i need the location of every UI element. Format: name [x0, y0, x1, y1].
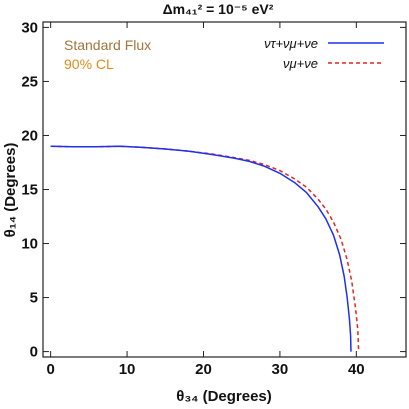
- series-line: [50, 145, 360, 352]
- x-tick-label: 20: [195, 361, 212, 378]
- y-tick-label: 30: [21, 19, 38, 36]
- y-tick-label: 15: [21, 182, 38, 199]
- x-axis-title: θ₃₄ (Degrees): [176, 388, 272, 405]
- chart-title: Δm₄₁² = 10⁻⁵ eV²: [163, 1, 274, 17]
- y-tick-label: 5: [30, 290, 38, 307]
- legend-label: ντ+νμ+νe: [264, 36, 318, 51]
- x-tick-label: 30: [272, 361, 289, 378]
- x-tick-label: 10: [119, 361, 136, 378]
- legend-label: νμ+νe: [283, 56, 318, 71]
- series-line: [50, 145, 352, 352]
- legend: ντ+νμ+νe νμ+νe: [264, 36, 384, 71]
- y-tick-label: 10: [21, 236, 38, 253]
- axis-ticks: 0 10 20 30 40 0 5 10 15 20 25 30: [21, 19, 406, 378]
- y-tick-label: 20: [21, 127, 38, 144]
- annotation-standard-flux: Standard Flux: [64, 37, 151, 53]
- y-axis-title: θ₁₄ (Degrees): [2, 143, 19, 238]
- x-tick-label: 0: [46, 361, 54, 378]
- annotation-cl: 90% CL: [64, 56, 114, 72]
- plot-frame: [42, 21, 407, 358]
- y-tick-label: 0: [30, 344, 38, 361]
- x-tick-label: 40: [348, 361, 365, 378]
- y-tick-label: 25: [21, 73, 38, 90]
- series-layer: [50, 145, 360, 352]
